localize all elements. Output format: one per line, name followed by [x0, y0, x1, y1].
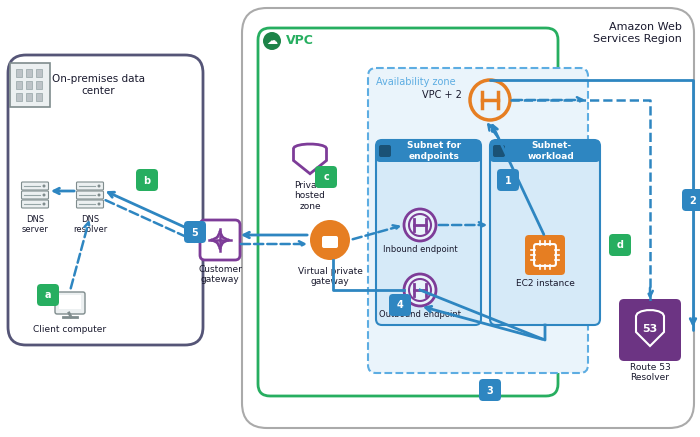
Text: VPC + 2: VPC + 2: [422, 90, 462, 100]
FancyBboxPatch shape: [10, 63, 50, 107]
Text: Amazon Web
Services Region: Amazon Web Services Region: [593, 22, 682, 44]
Text: 2: 2: [690, 195, 696, 205]
FancyBboxPatch shape: [22, 191, 48, 199]
Text: Inbound endpoint: Inbound endpoint: [383, 245, 457, 254]
Circle shape: [43, 184, 46, 187]
FancyBboxPatch shape: [26, 93, 32, 101]
Text: DNS
server: DNS server: [22, 215, 48, 234]
FancyBboxPatch shape: [379, 145, 391, 157]
Text: d: d: [617, 240, 624, 250]
Text: Subnet-
workload: Subnet- workload: [528, 141, 575, 161]
FancyBboxPatch shape: [184, 221, 206, 243]
Text: Virtual private
gateway: Virtual private gateway: [298, 267, 363, 286]
FancyBboxPatch shape: [490, 140, 600, 325]
FancyBboxPatch shape: [36, 69, 42, 77]
Circle shape: [409, 279, 431, 301]
Circle shape: [43, 194, 46, 197]
FancyBboxPatch shape: [22, 182, 48, 190]
Text: 5: 5: [192, 228, 198, 237]
Text: On-premises data
center: On-premises data center: [52, 74, 144, 96]
Circle shape: [404, 209, 436, 241]
Text: ☁: ☁: [267, 36, 278, 46]
Text: Subnet for
endpoints: Subnet for endpoints: [407, 141, 461, 161]
FancyBboxPatch shape: [22, 200, 48, 208]
Circle shape: [404, 274, 436, 306]
FancyBboxPatch shape: [479, 379, 501, 401]
Text: 53: 53: [643, 324, 657, 334]
FancyBboxPatch shape: [76, 191, 104, 199]
Text: VPC: VPC: [286, 35, 314, 48]
Text: DNS
resolver: DNS resolver: [73, 215, 107, 234]
Text: 4: 4: [397, 301, 403, 311]
FancyBboxPatch shape: [59, 295, 81, 309]
Text: c: c: [323, 173, 329, 183]
Text: Client computer: Client computer: [34, 325, 106, 334]
Circle shape: [409, 214, 431, 236]
FancyBboxPatch shape: [36, 81, 42, 89]
FancyBboxPatch shape: [200, 220, 240, 260]
FancyBboxPatch shape: [26, 69, 32, 77]
Circle shape: [310, 220, 350, 260]
Text: EC2 instance: EC2 instance: [516, 279, 575, 288]
Circle shape: [97, 184, 101, 187]
Text: Outbound endpoint: Outbound endpoint: [379, 310, 461, 319]
FancyBboxPatch shape: [37, 284, 59, 306]
FancyBboxPatch shape: [322, 236, 338, 248]
FancyBboxPatch shape: [76, 182, 104, 190]
FancyBboxPatch shape: [609, 234, 631, 256]
Circle shape: [97, 194, 101, 197]
FancyBboxPatch shape: [76, 200, 104, 208]
FancyBboxPatch shape: [682, 189, 700, 211]
FancyBboxPatch shape: [315, 166, 337, 188]
FancyBboxPatch shape: [16, 93, 22, 101]
FancyBboxPatch shape: [26, 81, 32, 89]
FancyBboxPatch shape: [376, 140, 481, 325]
Text: Route 53
Resolver: Route 53 Resolver: [629, 363, 671, 382]
FancyBboxPatch shape: [376, 140, 481, 162]
Circle shape: [263, 32, 281, 50]
FancyBboxPatch shape: [368, 68, 588, 373]
FancyBboxPatch shape: [493, 145, 505, 157]
Text: Customer
gateway: Customer gateway: [198, 265, 242, 284]
Circle shape: [43, 202, 46, 205]
FancyBboxPatch shape: [389, 294, 411, 316]
FancyBboxPatch shape: [490, 140, 600, 162]
FancyBboxPatch shape: [525, 235, 565, 275]
FancyBboxPatch shape: [16, 81, 22, 89]
FancyBboxPatch shape: [55, 292, 85, 314]
Text: a: a: [45, 291, 51, 301]
FancyBboxPatch shape: [619, 299, 681, 361]
FancyBboxPatch shape: [16, 69, 22, 77]
FancyBboxPatch shape: [36, 93, 42, 101]
Text: 3: 3: [486, 385, 493, 395]
Text: Private
hosted
zone: Private hosted zone: [294, 181, 326, 211]
Circle shape: [97, 202, 101, 205]
FancyBboxPatch shape: [136, 169, 158, 191]
Text: Availability zone: Availability zone: [376, 77, 456, 87]
FancyBboxPatch shape: [497, 169, 519, 191]
Text: 1: 1: [505, 176, 512, 185]
Text: b: b: [144, 176, 150, 185]
